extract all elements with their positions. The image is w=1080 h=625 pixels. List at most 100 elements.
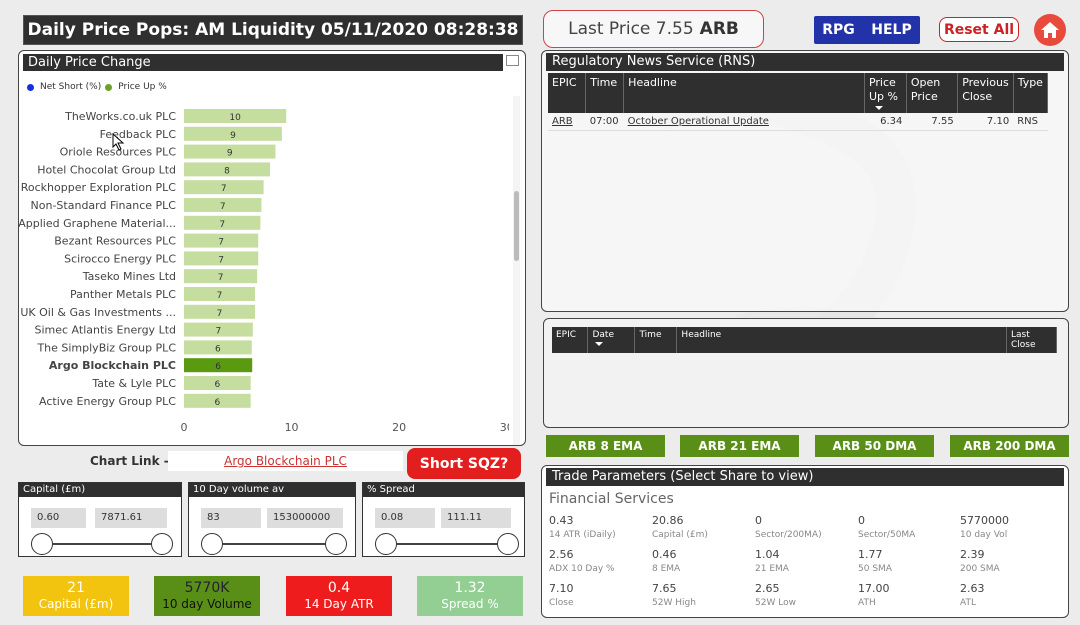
rns-cell-prev-close: 7.10 bbox=[957, 113, 1014, 131]
bar[interactable] bbox=[184, 322, 253, 337]
spread-max-input[interactable]: 111.11 bbox=[441, 508, 511, 528]
table-row[interactable]: ARB 07:00 October Operational Update 6.3… bbox=[548, 113, 1048, 131]
data-label: 6 bbox=[215, 344, 221, 354]
rns-col-open[interactable]: Open Price bbox=[906, 73, 959, 113]
category-label[interactable]: Taseko Mines Ltd bbox=[82, 270, 176, 283]
category-label[interactable]: Applied Graphene Material... bbox=[19, 217, 176, 230]
volume-slider-min-handle[interactable] bbox=[201, 533, 223, 555]
bar[interactable] bbox=[184, 162, 271, 177]
rpg-link[interactable]: RPG bbox=[822, 22, 855, 38]
rns-col-price-up[interactable]: Price Up % bbox=[864, 73, 907, 113]
category-label[interactable]: Bezant Resources PLC bbox=[54, 235, 176, 248]
kpi-capital: 21 Capital (£m) bbox=[23, 576, 129, 616]
category-label[interactable]: Active Energy Group PLC bbox=[39, 395, 176, 408]
expand-icon[interactable] bbox=[506, 55, 519, 66]
category-label[interactable]: Non-Standard Finance PLC bbox=[31, 199, 177, 212]
legend-price-up: Price Up % bbox=[118, 82, 167, 92]
bar[interactable] bbox=[184, 180, 264, 195]
daily-price-change-panel: Daily Price Change Net Short (%) Price U… bbox=[18, 50, 526, 446]
kpi-volume: 5770K 10 day Volume bbox=[154, 576, 260, 616]
trade-param-value: 5770000 bbox=[960, 514, 1009, 527]
category-label[interactable]: The SimplyBiz Group PLC bbox=[36, 341, 176, 354]
category-label[interactable]: Hotel Chocolat Group Ltd bbox=[37, 163, 176, 176]
rpg-help-logo[interactable]: RPG HELP bbox=[814, 16, 920, 44]
rns-title: Regulatory News Service (RNS) bbox=[546, 53, 1064, 71]
data-label: 9 bbox=[230, 131, 236, 141]
home-button[interactable] bbox=[1034, 14, 1066, 46]
chart-link[interactable]: Argo Blockchain PLC bbox=[168, 451, 403, 471]
category-label[interactable]: Rockhopper Exploration PLC bbox=[21, 181, 177, 194]
capital-max-input[interactable]: 7871.61 bbox=[95, 508, 167, 528]
category-label[interactable]: Oriole Resources PLC bbox=[60, 146, 177, 159]
rns-cell-epic[interactable]: ARB bbox=[548, 113, 586, 131]
news-col-time[interactable]: Time bbox=[634, 327, 678, 353]
category-label[interactable]: Simec Atlantis Energy Ltd bbox=[34, 324, 176, 337]
category-label[interactable]: UK Oil & Gas Investments ... bbox=[20, 306, 176, 319]
spread-slider-max-handle[interactable] bbox=[497, 533, 519, 555]
category-label[interactable]: Panther Metals PLC bbox=[70, 288, 176, 301]
category-label[interactable]: Scirocco Energy PLC bbox=[64, 252, 176, 265]
bar[interactable] bbox=[184, 215, 261, 230]
data-label: 6 bbox=[214, 380, 220, 390]
dma-50-button[interactable]: ARB 50 DMA bbox=[815, 435, 934, 457]
volume-slider-title: 10 Day volume av bbox=[189, 483, 355, 497]
bar[interactable] bbox=[184, 304, 255, 319]
news-col-last-close[interactable]: Last Close bbox=[1006, 327, 1058, 353]
data-label: 7 bbox=[218, 255, 224, 265]
trade-param-value: 2.63 bbox=[960, 582, 985, 595]
short-sqz-button[interactable]: Short SQZ? bbox=[407, 448, 521, 479]
rns-col-time[interactable]: Time bbox=[585, 73, 625, 113]
data-label: 7 bbox=[218, 273, 224, 283]
category-label[interactable]: Tate & Lyle PLC bbox=[91, 377, 176, 390]
kpi-volume-label: 10 day Volume bbox=[162, 597, 252, 611]
trade-param-cell: 0 Sector/50MA bbox=[858, 514, 915, 542]
trade-param-cell: 2.65 52W Low bbox=[755, 582, 796, 610]
spread-min-input[interactable]: 0.08 bbox=[375, 508, 435, 528]
bar[interactable] bbox=[184, 144, 276, 159]
rns-col-prev-close[interactable]: Previous Close bbox=[957, 73, 1014, 113]
rns-col-epic[interactable]: EPIC bbox=[548, 73, 587, 113]
bar[interactable] bbox=[184, 126, 282, 141]
bar[interactable] bbox=[184, 287, 255, 301]
capital-slider-max-handle[interactable] bbox=[151, 533, 173, 555]
capital-min-input[interactable]: 0.60 bbox=[31, 508, 86, 528]
news-col-headline[interactable]: Headline bbox=[676, 327, 1007, 353]
bar[interactable] bbox=[184, 233, 259, 248]
news-col-epic[interactable]: EPIC bbox=[552, 327, 589, 353]
volume-max-input[interactable]: 153000000 bbox=[267, 508, 343, 528]
category-label[interactable]: Feedback PLC bbox=[100, 128, 177, 141]
chart-scrollbar[interactable] bbox=[513, 96, 520, 445]
last-price-ticker: ARB bbox=[699, 19, 739, 39]
rns-col-headline[interactable]: Headline bbox=[623, 73, 865, 113]
bar[interactable] bbox=[184, 251, 259, 266]
help-link[interactable]: HELP bbox=[871, 22, 912, 38]
volume-min-input[interactable]: 83 bbox=[201, 508, 261, 528]
page-title: Daily Price Pops: AM Liquidity 05/11/202… bbox=[23, 15, 523, 45]
capital-slider-track bbox=[41, 543, 165, 545]
bar[interactable] bbox=[184, 269, 258, 284]
bar[interactable] bbox=[184, 358, 253, 373]
ema-21-button[interactable]: ARB 21 EMA bbox=[680, 435, 799, 457]
data-label: 8 bbox=[224, 166, 230, 176]
bar[interactable] bbox=[184, 393, 251, 408]
category-label[interactable]: Argo Blockchain PLC bbox=[49, 359, 176, 372]
trade-param-value: 0.43 bbox=[549, 514, 574, 527]
category-label[interactable]: TheWorks.co.uk PLC bbox=[64, 110, 176, 123]
rns-col-type[interactable]: Type bbox=[1013, 73, 1049, 113]
bar[interactable] bbox=[184, 376, 251, 390]
bar[interactable] bbox=[184, 198, 262, 212]
rns-cell-headline[interactable]: October Operational Update bbox=[623, 113, 865, 131]
spread-slider: % Spread 0.08 111.11 bbox=[362, 482, 525, 557]
rns-cell-open: 7.55 bbox=[906, 113, 958, 131]
news-col-date[interactable]: Date bbox=[587, 327, 636, 353]
dma-200-button[interactable]: ARB 200 DMA bbox=[950, 435, 1069, 457]
bar[interactable] bbox=[184, 109, 287, 123]
volume-slider-max-handle[interactable] bbox=[325, 533, 347, 555]
bar[interactable] bbox=[184, 340, 252, 355]
reset-all-button[interactable]: Reset All bbox=[939, 17, 1019, 42]
spread-slider-min-handle[interactable] bbox=[375, 533, 397, 555]
capital-slider-min-handle[interactable] bbox=[31, 533, 53, 555]
ema-8-button[interactable]: ARB 8 EMA bbox=[546, 435, 665, 457]
chart-scrollbar-thumb[interactable] bbox=[514, 191, 519, 261]
capital-slider: Capital (£m) 0.60 7871.61 bbox=[18, 482, 182, 557]
